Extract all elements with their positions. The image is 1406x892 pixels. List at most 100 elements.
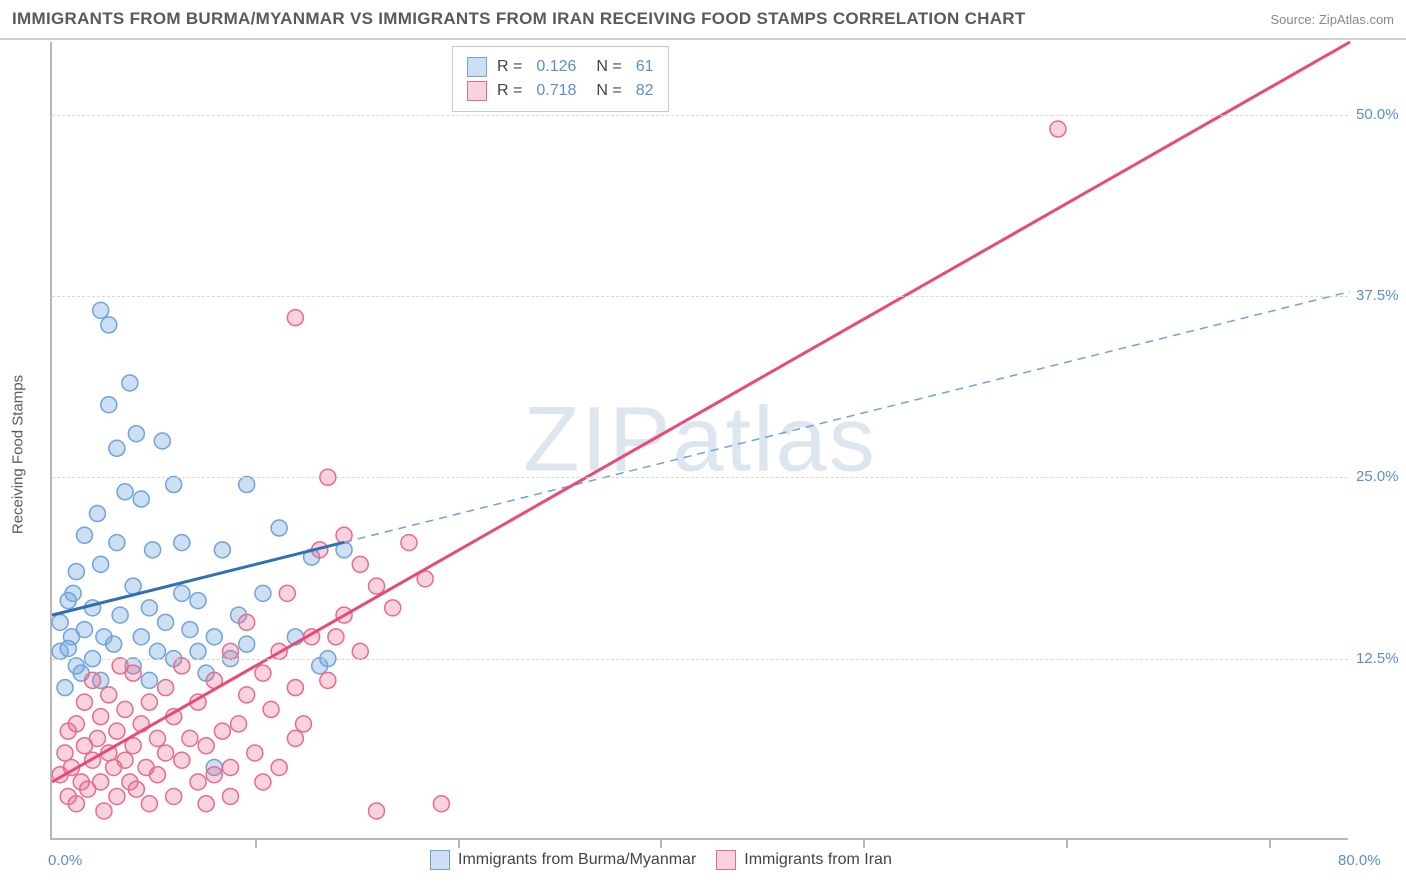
legend-r-value: 0.126	[536, 58, 576, 76]
data-point-burma	[117, 484, 133, 500]
data-point-iran	[263, 701, 279, 717]
legend-bottom-label: Immigrants from Iran	[744, 851, 892, 869]
data-point-iran	[128, 781, 144, 797]
data-point-burma	[141, 600, 157, 616]
data-point-iran	[247, 745, 263, 761]
y-tick-label: 25.0%	[1356, 468, 1399, 485]
data-point-iran	[279, 585, 295, 601]
swatch-icon	[430, 850, 450, 870]
swatch-icon	[467, 57, 487, 77]
y-tick-label: 37.5%	[1356, 287, 1399, 304]
data-point-iran	[385, 600, 401, 616]
trend-line-iran	[52, 42, 1350, 782]
data-point-burma	[93, 302, 109, 318]
chart-header: IMMIGRANTS FROM BURMA/MYANMAR VS IMMIGRA…	[0, 0, 1406, 40]
swatch-icon	[716, 850, 736, 870]
data-point-burma	[76, 527, 92, 543]
data-point-burma	[190, 593, 206, 609]
data-point-iran	[149, 767, 165, 783]
data-point-iran	[117, 752, 133, 768]
data-point-burma	[174, 535, 190, 551]
data-point-burma	[271, 520, 287, 536]
data-point-iran	[166, 788, 182, 804]
data-point-iran	[320, 672, 336, 688]
data-point-burma	[239, 636, 255, 652]
data-point-burma	[112, 607, 128, 623]
x-tick-label-min: 0.0%	[48, 852, 82, 869]
gridline	[52, 659, 1348, 660]
data-point-burma	[214, 542, 230, 558]
data-point-iran	[125, 665, 141, 681]
data-point-iran	[174, 658, 190, 674]
x-tick	[1269, 838, 1271, 848]
data-point-iran	[182, 730, 198, 746]
data-point-burma	[106, 636, 122, 652]
data-point-iran	[239, 687, 255, 703]
data-point-iran	[352, 556, 368, 572]
data-point-iran	[222, 759, 238, 775]
data-point-iran	[1050, 121, 1066, 137]
data-point-burma	[109, 535, 125, 551]
data-point-iran	[328, 629, 344, 645]
data-point-iran	[231, 716, 247, 732]
data-point-iran	[206, 767, 222, 783]
gridline	[52, 115, 1348, 116]
data-point-iran	[369, 578, 385, 594]
swatch-icon	[467, 81, 487, 101]
data-point-iran	[141, 796, 157, 812]
data-point-burma	[182, 622, 198, 638]
data-point-iran	[401, 535, 417, 551]
data-point-iran	[158, 680, 174, 696]
y-tick-label: 50.0%	[1356, 106, 1399, 123]
data-point-burma	[109, 440, 125, 456]
y-axis-label: Receiving Food Stamps	[10, 375, 27, 534]
data-point-iran	[198, 738, 214, 754]
data-point-burma	[68, 564, 84, 580]
legend-row-iran: R =0.718N =82	[467, 81, 654, 101]
data-point-iran	[101, 687, 117, 703]
data-point-iran	[109, 723, 125, 739]
data-point-iran	[352, 643, 368, 659]
data-point-iran	[222, 643, 238, 659]
legend-row-burma: R =0.126N =61	[467, 57, 654, 77]
data-point-iran	[149, 730, 165, 746]
data-point-iran	[76, 694, 92, 710]
legend-n-value: 61	[636, 58, 654, 76]
data-point-iran	[96, 803, 112, 819]
data-point-iran	[239, 614, 255, 630]
x-tick-label-max: 80.0%	[1338, 852, 1381, 869]
data-point-burma	[166, 477, 182, 493]
data-point-burma	[158, 614, 174, 630]
legend-bottom-item: Immigrants from Burma/Myanmar	[430, 850, 696, 870]
data-point-burma	[76, 622, 92, 638]
data-point-iran	[222, 788, 238, 804]
data-point-burma	[93, 556, 109, 572]
data-point-iran	[214, 723, 230, 739]
legend-r-label: R =	[497, 82, 522, 100]
data-point-iran	[68, 796, 84, 812]
data-point-burma	[255, 585, 271, 601]
gridline	[52, 477, 1348, 478]
data-point-burma	[312, 658, 328, 674]
data-point-iran	[433, 796, 449, 812]
legend-bottom-label: Immigrants from Burma/Myanmar	[458, 851, 696, 869]
chart-source: Source: ZipAtlas.com	[1270, 12, 1394, 27]
data-point-iran	[158, 745, 174, 761]
legend-correlation-box: R = 0.126 N = 61 R =0.718N =82	[452, 46, 669, 112]
chart-title: IMMIGRANTS FROM BURMA/MYANMAR VS IMMIGRA…	[12, 9, 1026, 29]
data-point-iran	[295, 716, 311, 732]
x-tick	[660, 838, 662, 848]
data-point-burma	[57, 680, 73, 696]
legend-n-value: 82	[636, 82, 654, 100]
x-tick	[255, 838, 257, 848]
legend-bottom-item: Immigrants from Iran	[716, 850, 892, 870]
data-point-iran	[369, 803, 385, 819]
data-point-burma	[206, 629, 222, 645]
data-point-burma	[190, 643, 206, 659]
data-point-iran	[287, 730, 303, 746]
legend-n-label: N =	[596, 58, 621, 76]
data-point-iran	[117, 701, 133, 717]
data-point-burma	[133, 491, 149, 507]
data-point-burma	[101, 397, 117, 413]
data-point-iran	[93, 774, 109, 790]
